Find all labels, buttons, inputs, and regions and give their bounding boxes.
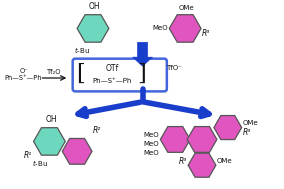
Polygon shape [214,115,242,139]
Text: Ph—S⁺—Ph: Ph—S⁺—Ph [92,78,131,84]
Polygon shape [62,139,92,164]
Text: OH: OH [45,115,57,124]
Text: OTf: OTf [105,64,118,73]
Text: MeO: MeO [144,141,159,147]
Text: MeO: MeO [144,132,159,139]
Text: MeO: MeO [144,150,159,156]
Text: MeO: MeO [153,26,168,31]
Text: OH: OH [88,2,100,11]
Polygon shape [77,15,109,42]
FancyBboxPatch shape [73,59,167,91]
Text: OMe: OMe [217,158,233,164]
Polygon shape [133,42,153,66]
Text: R³: R³ [179,157,187,166]
Text: [: [ [76,63,84,85]
Polygon shape [160,127,190,152]
Text: O⁻: O⁻ [19,68,28,74]
Polygon shape [34,128,65,155]
Polygon shape [188,153,216,177]
Text: ]: ] [137,63,146,85]
Text: Ph—S⁺—Ph: Ph—S⁺—Ph [5,75,42,81]
Text: R²: R² [93,126,101,136]
Text: R¹: R¹ [24,151,33,160]
Text: $t$-Bu: $t$-Bu [32,158,48,168]
Polygon shape [187,127,217,152]
Text: $t$-Bu: $t$-Bu [74,45,90,55]
Text: R³: R³ [243,128,251,137]
Text: R³: R³ [202,29,210,38]
Text: OMe: OMe [243,120,258,126]
Text: TfO⁻: TfO⁻ [166,65,182,71]
Text: OMe: OMe [178,5,194,11]
Polygon shape [169,15,201,42]
Text: Tf₂O: Tf₂O [47,69,62,75]
